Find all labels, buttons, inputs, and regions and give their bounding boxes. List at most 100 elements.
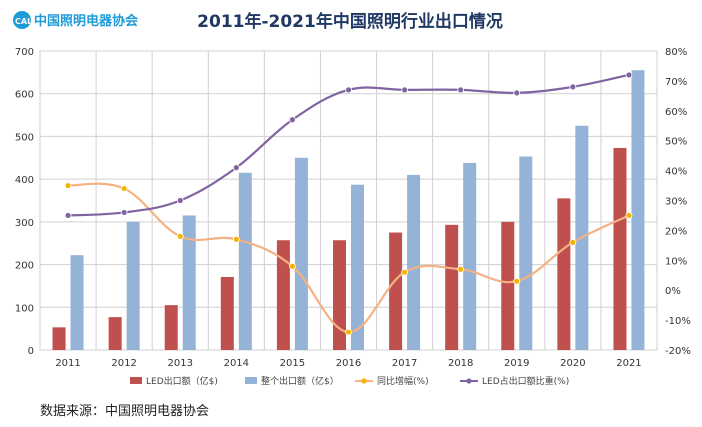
x-tick-label: 2012 [111,358,136,369]
led-export-bar [613,147,627,350]
led-share-point [569,83,577,91]
total-export-bar [407,174,421,350]
led-export-bar [389,232,403,350]
yoy-growth-point [64,182,72,189]
logo: CALI 中国照明电器协会 [13,11,139,29]
legend-yoy-growth: 同比增幅(%) [355,375,429,387]
yoy-growth-point [569,238,577,246]
x-tick-label: 2016 [336,358,361,369]
yoy-growth-point [401,268,408,276]
x-tick-label: 2015 [280,358,305,369]
legend-total-export-label: 整个出口额（亿$） [261,375,339,387]
left-tick-label: 500 [15,132,34,143]
left-tick-label: 300 [15,218,34,229]
yoy-growth-point [457,265,465,273]
left-tick-label: 200 [15,261,34,272]
led-export-bar [108,317,122,350]
legend-total-export-swatch [245,377,257,384]
x-tick-label: 2013 [168,358,193,369]
grid [39,50,658,351]
total-export-bar [70,255,84,350]
legend-yoy-growth-swatch-dot [361,378,367,384]
legend-led-share-label: LED占出口额比重(%) [482,375,569,387]
led-share-point [289,116,296,124]
led-export-bar [220,276,234,350]
yoy-growth-point [625,212,633,219]
yoy-growth-point [232,235,240,243]
led-export-bar [276,240,290,350]
led-export-bar [445,224,459,350]
yoy-growth-point [120,185,128,192]
led-share-point [345,86,352,94]
led-export-bar [52,327,66,350]
legend-led-share: LED占出口额比重(%) [460,375,569,387]
led-share-point [120,209,128,216]
logo-mark [13,11,31,29]
legend-led-export-swatch [130,377,142,384]
total-export-bar [463,162,477,350]
yoy-growth-point [289,262,296,270]
total-export-bar [126,221,140,350]
legend: LED出口额（亿$) 整个出口额（亿$） 同比增幅(%) LED占出口额比重(%) [130,375,569,387]
legend-led-share-swatch-dot [466,378,472,384]
right-tick-label: 40% [665,167,687,178]
right-tick-label: 60% [665,107,687,118]
led-export-bar [164,305,178,350]
led-share-line [67,73,630,217]
x-tick-label: 2011 [55,358,80,369]
x-tick-label: 2014 [224,358,249,369]
led-share-point [401,86,408,94]
left-tick-label: 400 [15,175,34,186]
source-note: 数据来源：中国照明电器协会 [40,404,210,419]
total-export-bar [182,215,196,350]
led-export-bar [501,221,515,350]
chart-title: 2011年-2021年中国照明行业出口情况 [197,11,503,32]
legend-yoy-growth-label: 同比增幅(%) [377,375,429,387]
right-tick-label: 10% [665,256,687,267]
right-tick-label: -10% [665,316,691,327]
right-tick-label: 70% [665,77,687,88]
legend-total-export: 整个出口额（亿$） [245,375,339,387]
led-share-point [625,71,633,79]
left-tick-label: 100 [15,303,34,314]
right-tick-label: -20% [665,346,691,357]
led-share-point [64,212,72,219]
total-export-bar [238,172,252,350]
total-export-bar [351,184,364,350]
x-tick-label: 2020 [560,358,585,369]
led-share-point [232,164,240,172]
logo-mark-text: CALI [15,17,35,26]
right-tick-label: 20% [665,226,687,237]
bars [52,70,645,350]
led-export-bar [557,198,571,350]
x-tick-label: 2021 [616,358,641,369]
x-axis: 2011 2012 2013 2014 2015 2016 2017 2018 2019 2020… [55,358,641,369]
led-share-point [176,197,184,204]
right-axis: -20% -10% 0% 10% 20% 30% 40% 50% 60% 70% 80% [665,47,691,357]
legend-led-export: LED出口额（亿$) [130,375,218,387]
yoy-growth-point [176,232,184,240]
yoy-growth-point [513,277,521,285]
right-tick-label: 30% [665,197,687,208]
total-export-bar [631,70,645,350]
x-tick-label: 2018 [448,358,473,369]
right-tick-label: 80% [665,47,687,58]
total-export-bar [294,157,308,350]
left-tick-label: 0 [28,346,34,357]
left-tick-label: 600 [15,90,34,101]
led-share-point [513,89,521,97]
led-share-point [457,86,465,94]
yoy-growth-point [345,328,352,336]
led-export-bar [333,240,346,350]
left-axis: 0 100 200 300 400 500 600 700 [15,47,34,357]
right-tick-label: 0% [665,286,681,297]
x-tick-label: 2017 [392,358,417,369]
left-tick-label: 700 [15,47,34,58]
x-tick-label: 2019 [504,358,529,369]
logo-text: 中国照明电器协会 [34,13,139,29]
lines [64,71,633,336]
total-export-bar [519,156,533,350]
right-tick-label: 50% [665,137,687,148]
legend-led-export-label: LED出口额（亿$) [146,375,218,387]
